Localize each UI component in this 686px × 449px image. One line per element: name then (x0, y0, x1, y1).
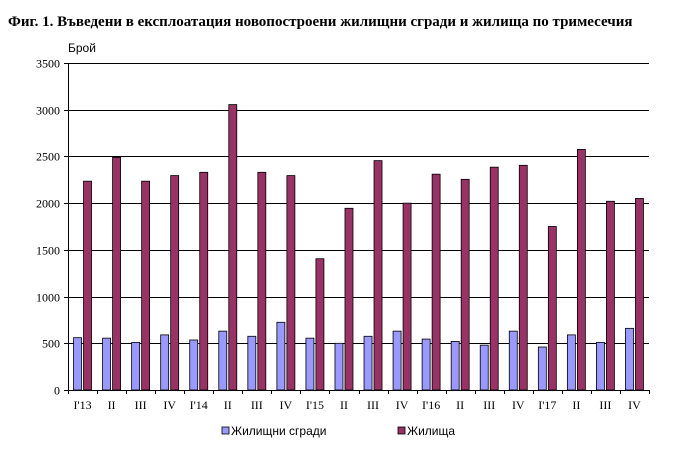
y-tick-label: 3500 (36, 57, 60, 71)
x-tick-label: I'17 (538, 398, 556, 412)
axes (68, 63, 649, 391)
y-tick-labels: 0 500 1000 1500 2000 2500 3000 3500 (36, 57, 68, 398)
bar-dwellings (228, 104, 238, 391)
chart-title: Фиг. 1. Въведени в експлоатация новопост… (8, 14, 633, 30)
bar-buildings (537, 346, 547, 391)
bar-dwellings (344, 207, 354, 391)
legend: Жилищни сгради Жилища (221, 424, 455, 438)
legend-label: Жилищни сгради (231, 424, 326, 438)
y-tick-label: 500 (42, 337, 60, 351)
bar-buildings (218, 330, 228, 391)
bar-buildings (392, 330, 402, 391)
x-tick-label: III (135, 398, 147, 412)
y-tick-label: 2500 (36, 150, 60, 164)
bars (73, 104, 644, 391)
bar-buildings (334, 342, 344, 391)
bar-buildings (276, 321, 286, 391)
bar-dwellings (489, 166, 499, 391)
legend-swatch (397, 426, 406, 435)
bar-buildings (189, 339, 199, 391)
bar-buildings (73, 337, 82, 391)
bar-buildings (131, 341, 141, 391)
x-tick-label: III (251, 398, 263, 412)
bar-buildings (625, 327, 634, 391)
bar-dwellings (373, 160, 383, 391)
y-tick-label: 0 (54, 384, 60, 398)
bar-dwellings (576, 149, 586, 391)
bar-buildings (102, 337, 111, 391)
bar-buildings (363, 335, 373, 391)
x-tick-label: IV (512, 398, 525, 412)
x-tick-labels: I'13 II III IV I'14 II III IV I'15 II III IV I'16 II I… (68, 390, 650, 412)
x-tick-label: III (483, 398, 495, 412)
bar-dwellings (315, 258, 325, 391)
bar-dwellings (286, 175, 296, 391)
y-tick-label: 2000 (36, 197, 60, 211)
bar-dwellings (112, 156, 121, 391)
bar-buildings (160, 334, 170, 391)
bar-buildings (508, 330, 518, 391)
bar-dwellings (547, 226, 557, 391)
y-tick-label: 1000 (36, 291, 60, 305)
x-tick-label: II (108, 398, 116, 412)
x-tick-label: I'16 (422, 398, 440, 412)
x-tick-label: III (367, 398, 379, 412)
bar-dwellings (460, 178, 470, 391)
bar-dwellings (431, 173, 441, 391)
bar-dwellings (83, 180, 92, 391)
bar-dwellings (170, 175, 180, 391)
y-tick-label: 3000 (36, 104, 60, 118)
bar-dwellings (635, 198, 644, 391)
bar-dwellings (518, 164, 528, 391)
x-tick-label: IV (396, 398, 409, 412)
x-tick-label: II (572, 398, 580, 412)
bar-buildings (479, 344, 489, 391)
x-tick-label: I'13 (73, 398, 91, 412)
x-tick-label: IV (280, 398, 293, 412)
y-tick-label: 1500 (36, 244, 60, 258)
x-tick-label: IV (163, 398, 176, 412)
x-tick-label: II (224, 398, 232, 412)
x-tick-label: III (599, 398, 611, 412)
x-tick-label: I'14 (190, 398, 208, 412)
bar-buildings (305, 337, 315, 391)
bar-dwellings (257, 171, 267, 391)
legend-swatch (221, 426, 230, 435)
x-tick-label: IV (628, 398, 641, 412)
bar-buildings (421, 338, 431, 391)
bar-buildings (566, 334, 576, 391)
bar-dwellings (141, 180, 151, 391)
bar-dwellings (402, 202, 412, 391)
x-tick-label: II (456, 398, 464, 412)
bar-buildings (247, 335, 257, 391)
bar-buildings (596, 341, 605, 391)
y-axis-label: Брой (68, 41, 96, 55)
x-tick-label: I'15 (306, 398, 324, 412)
gridlines (68, 63, 649, 344)
bar-buildings (450, 341, 460, 391)
legend-label: Жилища (407, 424, 455, 438)
bar-dwellings (199, 171, 209, 391)
x-tick-label: II (340, 398, 348, 412)
bar-dwellings (606, 200, 615, 391)
